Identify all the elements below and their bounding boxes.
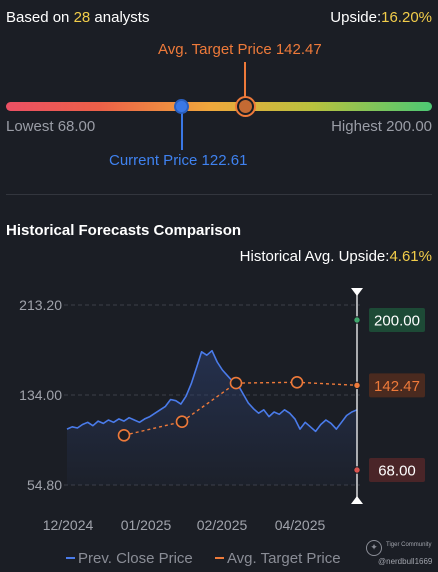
current-price-label: Current Price 122.61 — [109, 152, 248, 169]
range-box-avg — [369, 373, 425, 398]
range-axis-top-arrow — [351, 288, 363, 296]
range-label-avg: 142.47 — [374, 378, 420, 395]
historical-upside-value: 4.61% — [389, 248, 432, 265]
price-range-gauge — [6, 102, 432, 111]
range-axis-bottom-arrow — [351, 496, 363, 504]
upside-text: Upside:16.20% — [330, 9, 432, 26]
x-tick-label: 04/2025 — [275, 517, 326, 533]
avg-target-dot[interactable] — [237, 98, 254, 115]
analyst-count: 28 — [73, 9, 91, 26]
upside-value: 16.20% — [381, 9, 432, 26]
avg-target-label: Avg. Target Price 142.47 — [158, 41, 322, 58]
y-tick-label: 134.00 — [19, 387, 62, 403]
target-point[interactable] — [117, 429, 131, 442]
watermark: ✦ Tiger Community @nerdbull1669 — [366, 538, 436, 568]
historical-upside-label: Historical Avg. Upside: — [239, 248, 390, 265]
based-prefix: Based on — [6, 9, 74, 26]
range-box-high — [369, 308, 425, 332]
legend-item-target[interactable]: Avg. Target Price — [214, 549, 341, 567]
historical-title: Historical Forecasts Comparison — [6, 222, 242, 239]
highest-label: Highest 200.00 — [331, 118, 432, 135]
chart-legend: Prev. Close Price Avg. Target Price — [66, 546, 359, 567]
avg-target-pointer — [244, 62, 246, 100]
y-tick-label: 213.20 — [19, 297, 62, 313]
price-area — [67, 350, 357, 485]
series-line-avg-target[interactable] — [123, 381, 358, 436]
tiger-logo-icon: ✦ — [366, 540, 382, 556]
legend-swatch-close — [66, 557, 75, 559]
y-tick-label: 54.80 — [27, 477, 62, 493]
range-label-low: 68.00 — [378, 463, 416, 480]
upside-label: Upside: — [330, 9, 382, 26]
watermark-user: @nerdbull1669 — [378, 557, 433, 566]
current-price-dot[interactable] — [174, 99, 189, 114]
range-marker-low[interactable] — [353, 466, 361, 474]
historical-upside-text: Historical Avg. Upside:4.61% — [240, 248, 432, 265]
legend-label-target: Avg. Target Price — [226, 549, 341, 567]
range-marker-high[interactable] — [353, 316, 361, 324]
range-marker-avg[interactable] — [353, 381, 361, 390]
target-point[interactable] — [175, 415, 189, 429]
historical-forecast-chart[interactable]: 213.20 134.00 54.80 12/2024 01/2025 02/2025 04… — [0, 280, 438, 542]
analyst-count-text: Based on 28 analysts — [6, 9, 149, 26]
x-tick-label: 01/2025 — [121, 517, 172, 533]
target-point[interactable] — [229, 376, 243, 390]
watermark-brand: Tiger Community — [386, 542, 432, 548]
legend-item-close[interactable]: Prev. Close Price — [66, 550, 193, 567]
target-point[interactable] — [290, 375, 304, 389]
range-box-low — [369, 458, 425, 482]
legend-swatch-target — [214, 557, 224, 559]
range-label-high: 200.00 — [374, 313, 420, 330]
legend-label-close: Prev. Close Price — [78, 549, 193, 567]
current-price-pointer — [181, 113, 183, 150]
x-tick-label: 02/2025 — [197, 517, 248, 533]
based-suffix: analysts — [90, 9, 150, 26]
lowest-label: Lowest 68.00 — [6, 118, 96, 135]
section-divider — [6, 194, 432, 195]
series-line-prev-close[interactable] — [66, 349, 358, 433]
x-tick-label: 12/2024 — [43, 517, 94, 533]
